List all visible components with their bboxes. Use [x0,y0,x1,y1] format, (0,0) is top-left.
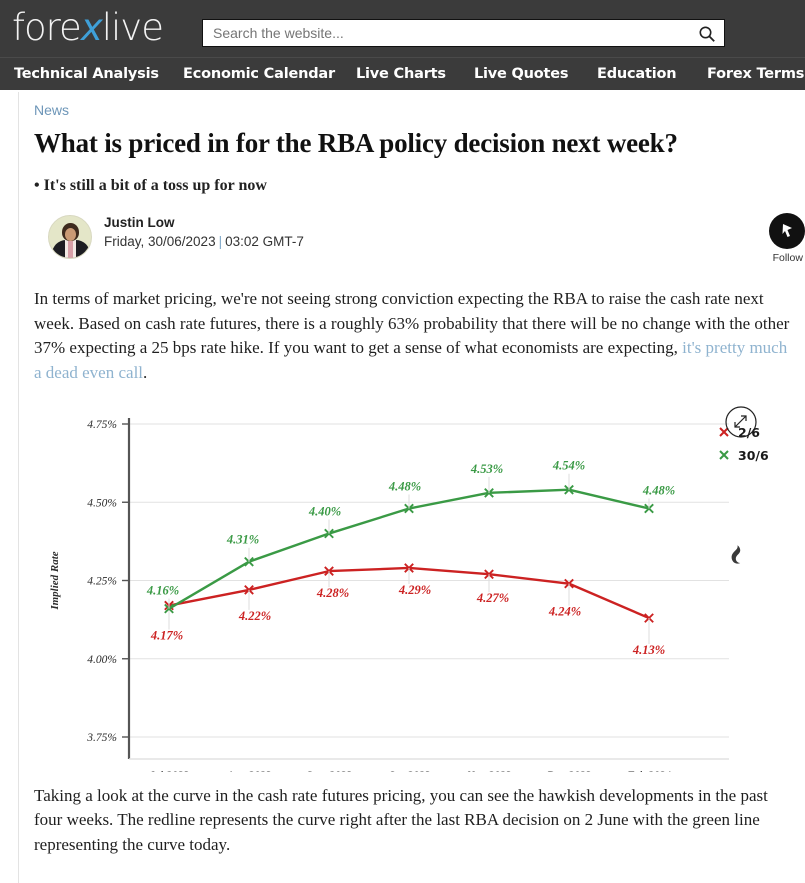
chart-data-point[interactable] [644,503,654,513]
legend-label[interactable]: 30/6 [738,448,769,463]
breadcrumb-news[interactable]: News [34,102,70,118]
chart-data-point[interactable] [324,565,334,576]
publish-time: 03:02 GMT-7 [225,234,304,250]
logo-text-first: fore [12,6,82,49]
chart-data-label: 4.27% [476,591,509,605]
article-paragraph-2: Taking a look at the curve in the cash r… [34,785,768,854]
x-axis-tick-label: Aug 2023 [226,770,272,772]
article-subheadline: • It's still a bit of a toss up for now [34,177,267,195]
paragraph-1-text-b: . [143,362,148,382]
chart-data-point[interactable] [484,568,494,579]
follow-rba-button[interactable]: Follow RBA [769,213,805,264]
chart-data-label: 4.31% [226,532,259,546]
y-axis-tick-label: 4.50% [87,497,117,509]
paragraph-1-text-a: In terms of market pricing, we're not se… [34,289,790,358]
chart-data-label: 4.54% [552,458,585,472]
x-axis-tick-label: Jul 2023 [149,770,189,772]
x-axis-tick-label: Dec 2023 [546,770,592,772]
expand-arrows-icon[interactable] [724,405,758,439]
chart-canvas: 3.75% 4.00% 4.25% 4.50% 4.75% Implied Rate Jul… [49,417,769,772]
x-axis-tick-label: Oct 2023 [388,770,431,772]
legend-marker [719,426,729,437]
chart-data-label: 4.48% [388,479,421,493]
avatar-face [65,228,76,242]
chart-data-label: 4.48% [642,483,675,497]
y-axis-tick-label: 4.00% [87,653,117,665]
cursor-follow-icon [782,224,792,238]
search-input[interactable] [211,21,691,45]
article-paragraph-1: In terms of market pricing, we're not se… [34,287,791,386]
nav-item-live-quotes[interactable]: Live Quotes [474,66,569,82]
logo-text-last: live [101,6,164,49]
x-axis-tick-label: Feb 2024 [626,770,671,772]
chart-data-label: 4.17% [150,628,183,642]
nav-item-forex-terms[interactable]: Forex Terms [707,66,805,82]
dead-even-call-link[interactable]: it's pretty much a dead even call [34,338,788,382]
nav-item-technical-analysis[interactable]: Technical Analysis [14,66,159,82]
page-title: What is priced in for the RBA policy dec… [34,128,678,158]
nav-item-economic-calendar[interactable]: Economic Calendar [183,66,335,82]
publish-datetime: Friday, 30/06/2023 | 03:02 GMT-7 [104,234,304,249]
chart-data-point[interactable] [564,484,574,495]
x-axis-tick-label: Nov 2023 [466,770,512,772]
site-header: forexlive [0,0,805,57]
legend-marker [719,449,729,460]
chart-data-point[interactable] [404,503,414,513]
avatar [48,215,92,260]
site-logo[interactable]: forexlive [12,6,164,49]
follow-rba-label: Follow RBA [772,252,805,265]
search-icon[interactable] [698,25,716,43]
y-axis-tick-label: 4.25% [87,575,117,587]
implied-rate-chart: 3.75% 4.00% 4.25% 4.50% 4.75% Implied Rate Jul… [34,402,794,772]
chart-data-label: 4.13% [632,643,665,657]
chart-data-label: 4.53% [470,461,503,475]
author-name[interactable]: Justin Low [104,215,175,231]
article-container: News What is priced in for the RBA polic… [18,92,805,883]
search-box[interactable] [202,19,725,47]
publish-date: Friday, 30/06/2023 [104,234,216,250]
nav-item-live-charts[interactable]: Live Charts [356,66,446,82]
chart-data-label: 4.29% [398,583,431,597]
byline-separator: | [218,234,223,250]
y-axis-tick-label: 3.75% [86,732,117,744]
x-axis-tick-label: Sept 2023 [306,770,352,772]
byline: Justin Low Friday, 30/06/2023 | 03:02 GMT-… [34,213,805,275]
flame-icon[interactable] [726,544,746,566]
y-axis-tick-label: 4.75% [87,419,117,431]
logo-accent-x: x [80,6,103,49]
chart-data-label: 4.22% [238,608,271,622]
chart-data-label: 4.24% [548,604,581,618]
chart-data-label: 4.40% [308,504,341,518]
nav-item-education[interactable]: Education [597,66,677,82]
chart-data-point[interactable] [404,562,414,573]
main-navigation: Technical Analysis Economic Calendar Liv… [0,57,805,90]
avatar-tie [68,241,73,259]
chart-data-label: 4.16% [146,583,179,597]
y-axis-title: Implied Rate [49,551,61,610]
chart-data-label: 4.28% [316,586,349,600]
